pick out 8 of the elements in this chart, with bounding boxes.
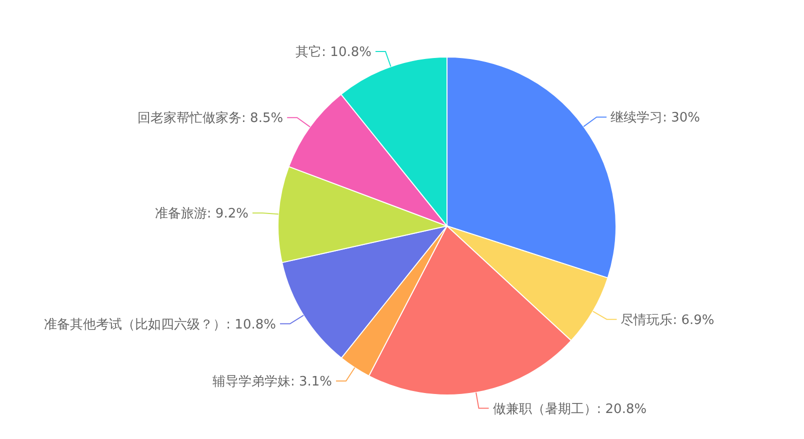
- slice-label: 准备旅游: 9.2%: [154, 206, 248, 222]
- slice-label: 辅导学弟学妹: 3.1%: [212, 374, 332, 390]
- slice-label: 其它: 10.8%: [296, 44, 372, 60]
- slice-label: 回老家帮忙做家务: 8.5%: [138, 110, 284, 126]
- slice-label: 尽情玩乐: 6.9%: [620, 312, 714, 328]
- slice-label: 继续学习: 30%: [610, 110, 700, 126]
- slice-label: 做兼职（暑期工）: 20.8%: [492, 402, 647, 417]
- slice-label: 准备其他考试（比如四六级？）: 10.8%: [44, 317, 276, 332]
